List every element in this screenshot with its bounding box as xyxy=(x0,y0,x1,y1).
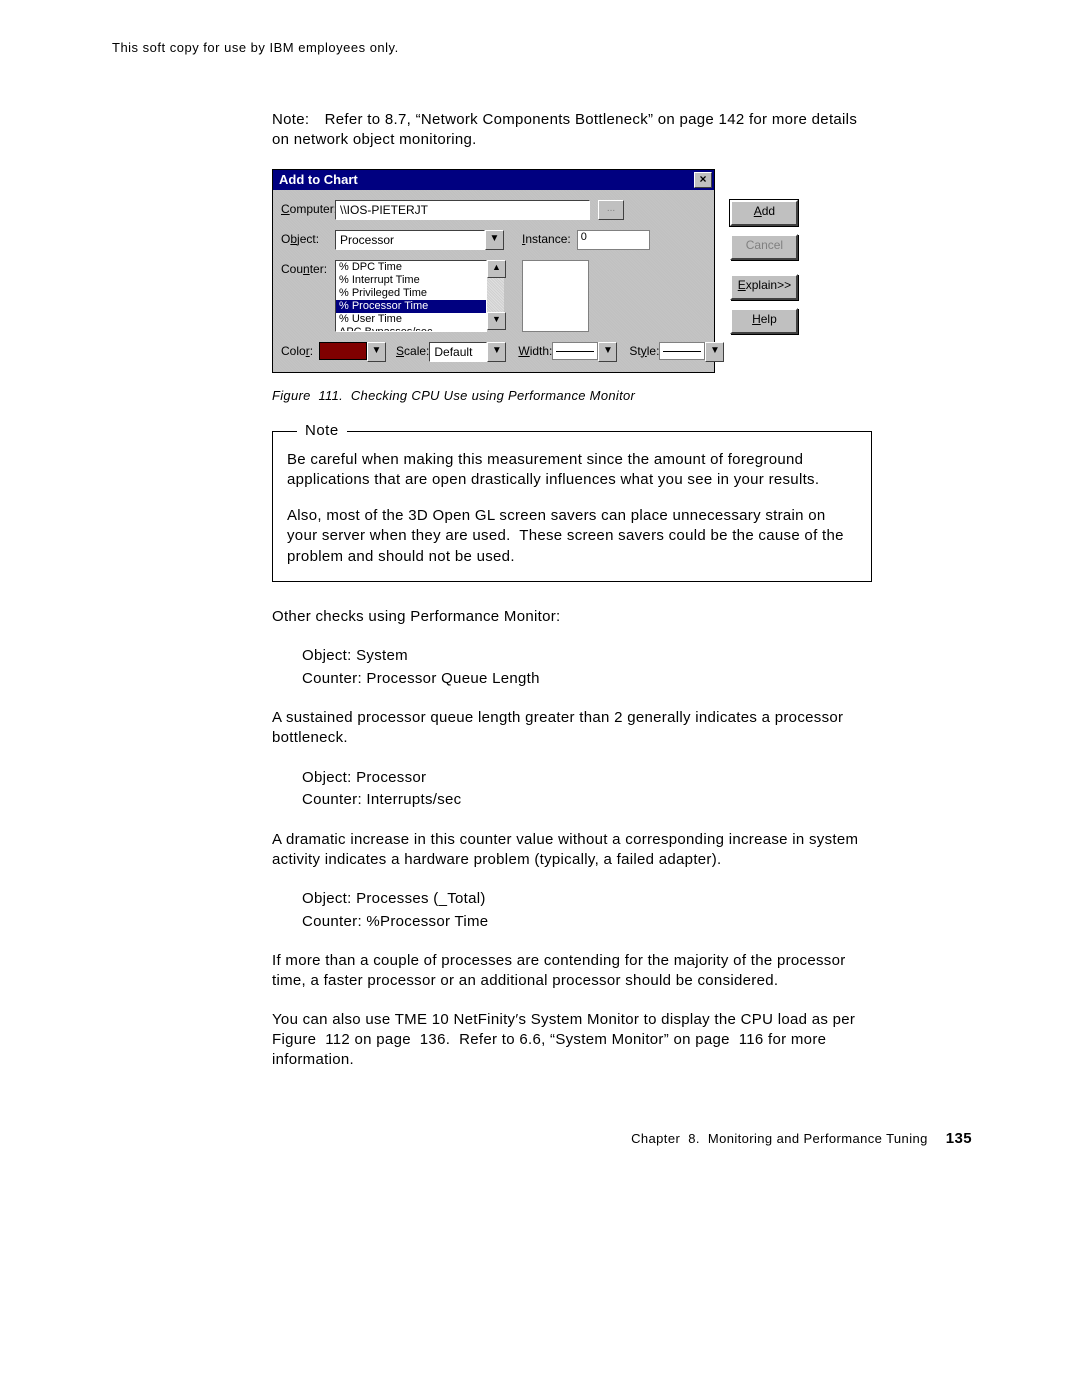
computer-label: Computer: xyxy=(281,200,335,216)
width-label: Width: xyxy=(518,342,552,358)
browse-button[interactable]: ... xyxy=(598,200,624,220)
check-block-2: Object: Processor Counter: Interrupts/se… xyxy=(272,767,872,812)
add-button[interactable]: Add xyxy=(730,200,798,226)
object-line: Object: System xyxy=(302,647,408,664)
add-to-chart-dialog: Add to Chart × Computer: \\IOS-PIETERJT … xyxy=(272,169,715,373)
object-select[interactable]: Processor xyxy=(335,230,485,250)
list-item[interactable]: % DPC Time xyxy=(336,261,486,274)
check-block-1: Object: System Counter: Processor Queue … xyxy=(272,645,872,690)
help-button[interactable]: Help xyxy=(730,308,798,334)
other-checks-heading: Other checks using Performance Monitor: xyxy=(272,607,872,627)
scroll-track[interactable] xyxy=(487,278,504,312)
width-select[interactable] xyxy=(552,342,598,360)
list-item[interactable]: % Processor Time xyxy=(336,300,486,313)
explain-button[interactable]: Explain>> xyxy=(730,274,798,300)
chevron-down-icon[interactable]: ▼ xyxy=(705,342,724,362)
note-title: Note xyxy=(297,422,347,439)
style-select[interactable] xyxy=(659,342,705,360)
note-paragraph: Be careful when making this measurement … xyxy=(287,450,857,491)
body-paragraph: A sustained processor queue length great… xyxy=(272,708,872,749)
style-row: Color: ▼ Scale: Default ▼ Width: ▼ Style… xyxy=(281,342,724,362)
figure-caption: Figure 111. Checking CPU Use using Perfo… xyxy=(272,388,1080,403)
list-item[interactable]: APC Bypasses/sec xyxy=(336,326,486,332)
chevron-down-icon[interactable]: ▼ xyxy=(598,342,617,362)
style-label: Style: xyxy=(629,342,659,358)
instance-label: Instance: xyxy=(522,230,571,246)
scale-label: Scale: xyxy=(396,342,429,358)
list-item[interactable]: % Interrupt Time xyxy=(336,274,486,287)
chevron-down-icon[interactable]: ▼ xyxy=(487,342,506,362)
body-paragraph: You can also use TME 10 NetFinity′s Syst… xyxy=(272,1010,872,1071)
note-box: Note Be careful when making this measure… xyxy=(272,431,872,582)
counter-line: Counter: Interrupts/sec xyxy=(302,791,461,808)
scroll-up-icon[interactable]: ▲ xyxy=(487,260,506,278)
footer-chapter: Chapter 8. Monitoring and Performance Tu… xyxy=(631,1131,928,1146)
close-icon[interactable]: × xyxy=(694,172,712,188)
list-item[interactable]: % Privileged Time xyxy=(336,287,486,300)
object-row: Object: Processor ▼ Instance: 0 xyxy=(281,230,724,250)
dialog-titlebar: Add to Chart × xyxy=(273,170,714,190)
footer-page-number: 135 xyxy=(946,1130,972,1147)
body-content: Other checks using Performance Monitor: … xyxy=(272,607,872,1071)
object-line: Object: Processes (_Total) xyxy=(302,890,486,907)
document-page: This soft copy for use by IBM employees … xyxy=(0,0,1080,1187)
chevron-down-icon[interactable]: ▼ xyxy=(485,230,504,250)
color-swatch[interactable] xyxy=(319,342,367,360)
object-line: Object: Processor xyxy=(302,769,426,786)
body-paragraph: If more than a couple of processes are c… xyxy=(272,951,872,992)
cancel-button[interactable]: Cancel xyxy=(730,234,798,260)
instance-listbox[interactable] xyxy=(522,260,589,332)
counter-line: Counter: Processor Queue Length xyxy=(302,670,540,687)
page-footer: Chapter 8. Monitoring and Performance Tu… xyxy=(0,1130,1080,1147)
intro-note: Note: Refer to 8.7, “Network Components … xyxy=(272,110,872,151)
check-block-3: Object: Processes (_Total) Counter: %Pro… xyxy=(272,888,872,933)
list-item[interactable]: % User Time xyxy=(336,313,486,326)
dialog-title: Add to Chart xyxy=(279,172,358,187)
chevron-down-icon[interactable]: ▼ xyxy=(367,342,386,362)
counter-row: Counter: % DPC Time % Interrupt Time % P… xyxy=(281,260,724,332)
counter-listbox[interactable]: % DPC Time % Interrupt Time % Privileged… xyxy=(335,260,487,332)
counter-scrollbar[interactable]: ▲ ▼ xyxy=(487,260,504,330)
computer-row: Computer: \\IOS-PIETERJT ... xyxy=(281,200,724,220)
computer-input[interactable]: \\IOS-PIETERJT xyxy=(335,200,590,220)
scroll-down-icon[interactable]: ▼ xyxy=(487,312,506,330)
scale-select[interactable]: Default xyxy=(429,342,487,362)
dialog-body: Computer: \\IOS-PIETERJT ... Object: Pro… xyxy=(273,190,714,372)
page-header: This soft copy for use by IBM employees … xyxy=(0,40,1080,55)
counter-label: Counter: xyxy=(281,260,335,276)
note-paragraph: Also, most of the 3D Open GL screen save… xyxy=(287,506,857,567)
body-paragraph: A dramatic increase in this counter valu… xyxy=(272,830,872,871)
color-label: Color: xyxy=(281,342,319,358)
counter-line: Counter: %Processor Time xyxy=(302,913,488,930)
instance-value[interactable]: 0 xyxy=(577,230,650,250)
object-label: Object: xyxy=(281,230,335,246)
intro-note-text: Note: Refer to 8.7, “Network Components … xyxy=(272,110,872,151)
